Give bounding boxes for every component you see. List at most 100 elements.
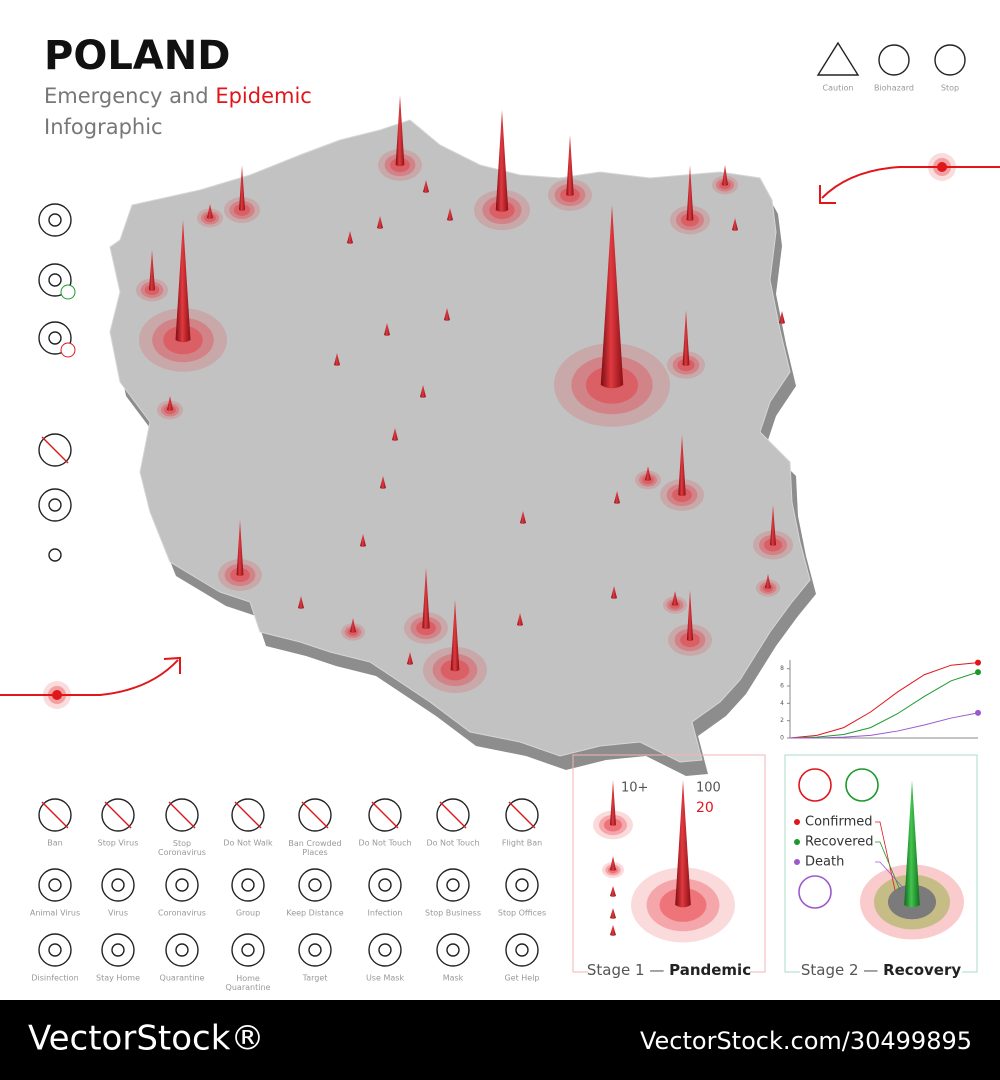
face-icon (845, 768, 879, 802)
spike (904, 780, 920, 908)
spike (380, 476, 386, 489)
icon-strike (371, 801, 399, 829)
watermark-url: VectorStock.com/30499895 (640, 1027, 972, 1055)
legend-label: Death (805, 855, 844, 870)
y-tick-label: 0 (780, 735, 784, 742)
icon-label: Disinfection (31, 974, 78, 983)
spike (566, 135, 574, 197)
icon (165, 933, 199, 967)
spike (520, 511, 526, 524)
map (109, 95, 816, 776)
icon-strike (168, 801, 196, 829)
spike (495, 110, 509, 212)
spike (517, 613, 523, 626)
icon-shape (298, 933, 332, 967)
spike (420, 385, 426, 398)
icon-shape (231, 868, 265, 902)
spike (770, 505, 776, 546)
stage2-label: Stage 2 — Recovery (801, 961, 961, 979)
icon-shape (48, 943, 62, 957)
icon-shape (101, 933, 135, 967)
icon-label: Flight Ban (502, 839, 542, 848)
icon (436, 868, 470, 902)
icon-shape (48, 213, 62, 227)
spike (675, 780, 691, 908)
icon-label: Stop (941, 84, 959, 93)
icon-shape (436, 868, 470, 902)
icon-label: Target (302, 974, 328, 983)
spike (167, 396, 173, 411)
icon-shape (816, 41, 860, 76)
icon (505, 933, 539, 967)
icon-shape (378, 943, 392, 957)
icon-shape (38, 933, 72, 967)
icon-shape (38, 433, 72, 467)
icon (505, 868, 539, 902)
icon-label: Get Help (504, 974, 539, 983)
icon (101, 798, 135, 832)
legend-dot (794, 859, 800, 865)
icon-shape (175, 878, 189, 892)
icon-label: Use Mask (366, 974, 404, 983)
spike (392, 428, 398, 441)
spike (732, 218, 738, 231)
icon-shape (436, 933, 470, 967)
icon-strike (439, 801, 467, 829)
icon-label: Home Quarantine (226, 974, 271, 992)
legend-label: Confirmed (805, 815, 873, 830)
icon-shape (38, 263, 72, 297)
icon (38, 203, 72, 237)
subtitle-start: Emergency and (44, 84, 209, 108)
spike (682, 310, 690, 367)
spike (765, 574, 771, 589)
spike (423, 180, 429, 193)
icon-shape (231, 933, 265, 967)
spike (686, 165, 694, 222)
scale-small: 10+ (621, 781, 648, 796)
spike (610, 908, 616, 919)
end-point (975, 709, 981, 716)
line-series (789, 662, 979, 739)
icon (231, 868, 265, 902)
icon-shape (368, 798, 402, 832)
icon (934, 44, 966, 76)
icon (436, 933, 470, 967)
spike (236, 520, 244, 577)
spike (645, 466, 651, 481)
icon (368, 933, 402, 967)
title: POLAND (44, 33, 230, 79)
icon-shape (505, 933, 539, 967)
y-tick-label: 8 (780, 665, 784, 672)
arrows (0, 166, 1000, 696)
spike (239, 165, 245, 211)
icon-label: Ban Crowded Places (288, 839, 341, 857)
icon-shape (48, 878, 62, 892)
icon-shape (368, 933, 402, 967)
icon-label: Quarantine (160, 974, 205, 983)
icon-label: Do Not Touch (426, 839, 479, 848)
icon-shape (165, 798, 199, 832)
icon-label: Animal Virus (30, 909, 80, 918)
icon-label: Stop Coronavirus (158, 839, 206, 857)
spike (610, 886, 616, 897)
spike (447, 208, 453, 221)
icon (231, 933, 265, 967)
icon-strike (41, 801, 69, 829)
icon-shape (298, 868, 332, 902)
subtitle: Emergency and Epidemic (44, 84, 312, 108)
subtitle-highlight: Epidemic (215, 84, 312, 108)
legend-leader (875, 821, 896, 891)
icon (878, 44, 910, 76)
icon-strike (104, 801, 132, 829)
face-icon (798, 768, 832, 802)
icon (816, 41, 860, 76)
icon-label: Group (236, 909, 260, 918)
icon (436, 798, 470, 832)
spike (610, 856, 616, 871)
scale-note: 20 (696, 800, 714, 816)
icon-shape (368, 868, 402, 902)
icon (368, 798, 402, 832)
legend-dot (794, 819, 800, 825)
icon-label: Stop Offices (498, 909, 546, 918)
icon (101, 933, 135, 967)
